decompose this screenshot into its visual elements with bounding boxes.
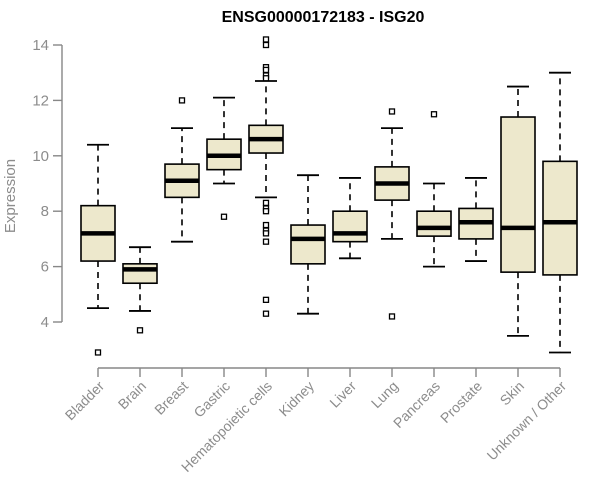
- iqr-box: [416, 210, 452, 237]
- iqr-box: [290, 224, 326, 265]
- x-tick-label: Prostate: [437, 378, 485, 426]
- outlier-point: [262, 66, 270, 74]
- outlier-point: [388, 108, 396, 115]
- outlier-point: [262, 199, 270, 207]
- box-pancreas: [416, 111, 452, 268]
- y-tick-label: 4: [41, 314, 49, 331]
- iqr-box: [332, 210, 368, 243]
- x-tick-label: Lung: [368, 378, 401, 411]
- box-breast: [164, 97, 200, 243]
- box-unknown-other: [542, 71, 578, 354]
- outlier-point: [178, 97, 186, 104]
- y-tick-label: 10: [32, 148, 49, 165]
- box-brain: [122, 246, 158, 334]
- x-tick-label: Liver: [326, 378, 359, 411]
- outlier-point: [262, 310, 270, 317]
- box-kidney: [290, 174, 326, 315]
- x-tick-label: Brain: [115, 378, 149, 412]
- iqr-box: [122, 263, 158, 285]
- box-skin: [500, 85, 536, 337]
- outlier-point: [430, 111, 438, 118]
- y-tick-label: 12: [32, 92, 49, 109]
- box-liver: [332, 177, 368, 260]
- outlier-point: [262, 230, 270, 237]
- outlier-point: [262, 41, 270, 49]
- box-bladder: [80, 143, 116, 356]
- outlier-point: [262, 238, 270, 245]
- outlier-point: [388, 313, 396, 320]
- box-hematopoietic-cells: [248, 36, 284, 317]
- x-tick-label: Unknown / Other: [484, 378, 570, 464]
- boxes-layer: [80, 36, 578, 356]
- x-tick-label: Kidney: [276, 378, 318, 420]
- y-tick-label: 14: [32, 37, 49, 54]
- outlier-point: [262, 36, 270, 43]
- outlier-point: [136, 327, 144, 334]
- outlier-point: [262, 208, 270, 215]
- iqr-box: [500, 116, 536, 273]
- outlier-point: [220, 213, 228, 220]
- y-tick-label: 8: [41, 203, 49, 220]
- y-tick-label: 6: [41, 259, 49, 276]
- x-tick-label: Pancreas: [390, 378, 443, 431]
- x-tick-label: Breast: [151, 378, 191, 418]
- outlier-point: [262, 75, 270, 82]
- chart-title: ENSG00000172183 - ISG20: [222, 9, 425, 26]
- iqr-box: [542, 160, 578, 276]
- box-prostate: [458, 177, 494, 262]
- outlier-point: [262, 221, 270, 229]
- outlier-point: [94, 349, 102, 356]
- outlier-point: [262, 296, 270, 303]
- x-tick-label: Skin: [497, 378, 528, 409]
- box-lung: [374, 108, 410, 320]
- x-tick-label: Bladder: [62, 378, 108, 424]
- box-gastric: [206, 96, 242, 220]
- y-axis-title: Expression: [2, 159, 19, 233]
